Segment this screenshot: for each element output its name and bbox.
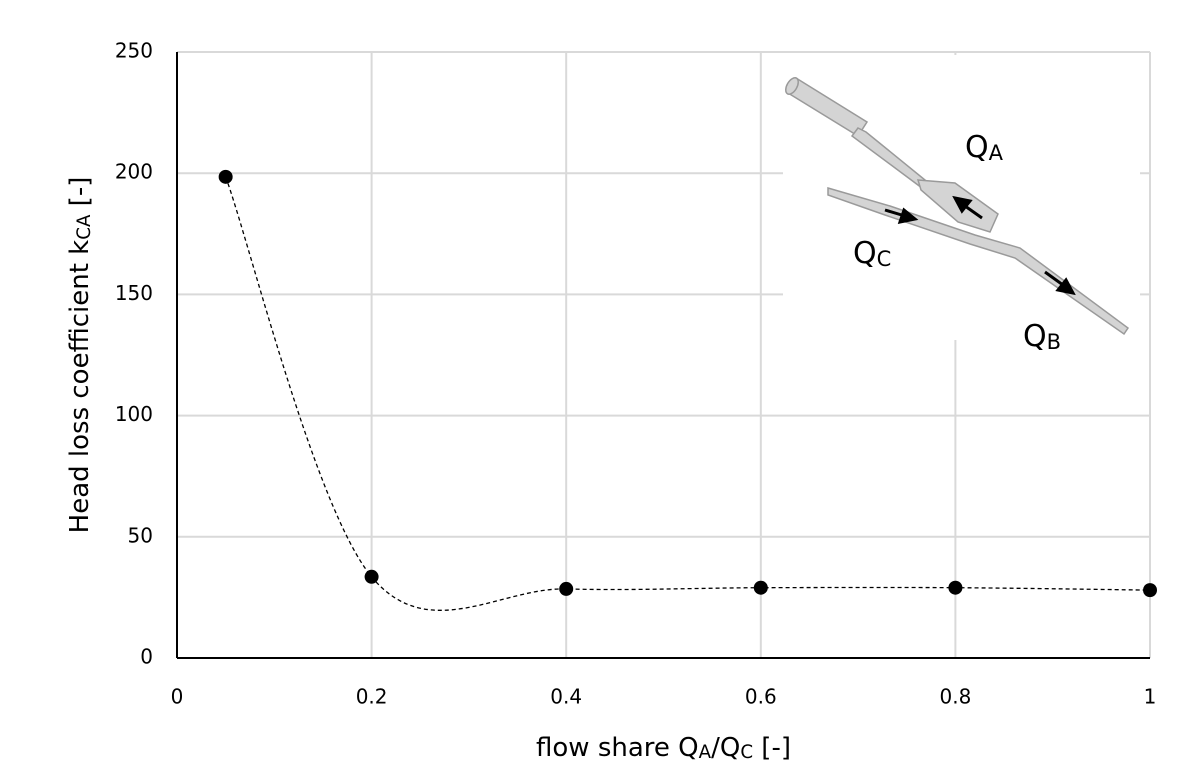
x-tick-label: 0.2 [356, 685, 388, 709]
data-point [559, 581, 574, 596]
x-axis-label: flow share QA/QC [-] [536, 733, 791, 763]
x-tick-label: 1 [1144, 685, 1157, 709]
y-tick-label: 150 [115, 281, 153, 305]
annotation: QC [853, 236, 891, 272]
data-point [364, 569, 379, 584]
data-point [1143, 583, 1157, 598]
text-part: flow share Q [536, 733, 699, 763]
text-part: [-] [65, 177, 95, 215]
text-part: Q [1023, 319, 1047, 354]
subscript: A [699, 742, 712, 763]
plot: 0 50 100 150 200 250 0 0.2 0.4 0.6 0.8 1 Head loss c… [65, 39, 1157, 763]
text-part: Head loss coefficient k [65, 240, 95, 534]
flow-arrows [884, 195, 1076, 296]
y-tick-label: 200 [115, 160, 153, 184]
text-part: Q [853, 236, 877, 271]
inset-diagram [785, 76, 1130, 336]
data-point [753, 580, 768, 595]
text-part: Q [965, 130, 989, 165]
annotation: QA [965, 130, 1004, 166]
data-point [218, 169, 233, 184]
y-tick-label: 100 [115, 402, 153, 426]
arrow [964, 204, 983, 220]
cylinder-end [785, 77, 799, 95]
annotation: QB [1023, 319, 1061, 355]
y-axis-label: Head loss coefficient kCA [-] [65, 177, 96, 534]
subscript: C [877, 247, 892, 271]
subscript: A [989, 141, 1004, 165]
y-tick-label: 0 [140, 645, 153, 669]
subscript: C [740, 742, 753, 763]
y-tick-label: 250 [115, 39, 153, 63]
x-tick-label: 0.8 [939, 685, 971, 709]
trend-line [225, 176, 1151, 611]
x-tick-label: 0.4 [550, 685, 582, 709]
text-part: /Q [711, 733, 740, 763]
data-point [948, 580, 963, 595]
arrowhead [897, 207, 919, 224]
subscript: CA [74, 214, 95, 240]
y-tick-label: 50 [128, 523, 153, 547]
pipe-cb [827, 187, 1130, 336]
x-tick-label: 0.6 [745, 685, 777, 709]
arrowhead [1055, 277, 1076, 296]
text-part: [-] [753, 733, 791, 763]
arrowhead [952, 195, 973, 214]
subscript: B [1047, 330, 1061, 354]
x-tick-label: 0 [171, 685, 184, 709]
arrow [1044, 270, 1064, 287]
